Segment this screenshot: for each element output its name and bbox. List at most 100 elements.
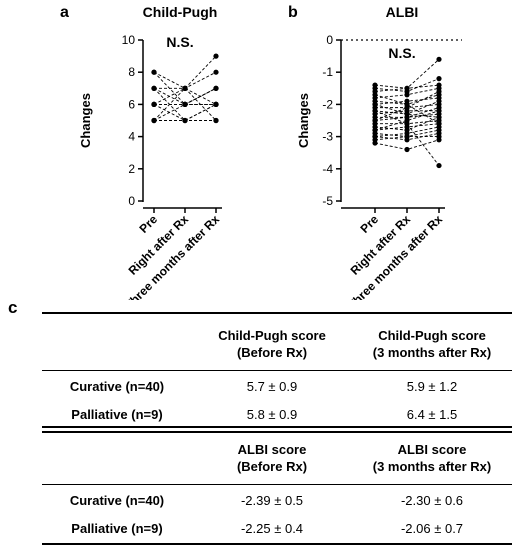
data-point (213, 117, 219, 124)
y-tick-label: 10 (122, 33, 136, 47)
y-tick-label: -1 (322, 65, 333, 79)
data-point (436, 124, 442, 130)
data-point (372, 134, 378, 140)
table2-header-before: ALBI score (Before Rx) (192, 441, 352, 475)
row-label: Curative (n=40) (69, 492, 165, 508)
albi-table: ALBI score (Before Rx) ALBI score (3 mon… (42, 436, 512, 480)
data-point (213, 101, 219, 107)
data-point (372, 140, 378, 146)
table-row: Palliative (n=9) 5.8 ± 0.9 6.4 ± 1.5 (42, 400, 512, 428)
table2-header-before-l1: ALBI score (237, 442, 307, 457)
cell-after: -2.06 ± 0.7 (400, 520, 464, 536)
y-axis-label: Changes (78, 93, 93, 148)
y-tick-label: 2 (128, 162, 135, 176)
data-point (213, 53, 219, 59)
y-tick-label: 4 (128, 130, 135, 144)
table-row: Curative (n=40) -2.39 ± 0.5 -2.30 ± 0.6 (42, 486, 512, 514)
panel-b-title: ALBI (386, 4, 419, 20)
table2-header-after-l2: (3 months after Rx) (372, 459, 492, 474)
table1-header-after-l2: (3 months after Rx) (372, 345, 492, 360)
table1-header-before: Child-Pugh score (Before Rx) (192, 327, 352, 361)
data-point (436, 56, 442, 62)
y-tick-label: 8 (128, 65, 135, 79)
series-line (374, 94, 440, 125)
y-tick-label: 0 (326, 33, 333, 47)
data-point (213, 85, 219, 91)
cell-after: -2.30 ± 0.6 (400, 492, 464, 508)
data-point (182, 101, 188, 107)
panel-b-label: b (288, 4, 298, 21)
y-tick-label: 0 (128, 194, 135, 208)
data-point (404, 85, 410, 91)
series-line (374, 91, 440, 121)
y-tick-label: -5 (322, 194, 333, 208)
data-point (404, 105, 410, 111)
cell-before: -2.25 ± 0.4 (240, 520, 304, 536)
series-line (374, 110, 440, 131)
series-line (374, 58, 440, 89)
data-point (436, 114, 442, 120)
table1-header-row: Child-Pugh score (Before Rx) Child-Pugh … (42, 320, 512, 368)
x-tick-label: Pre (358, 212, 382, 236)
series-line (153, 55, 217, 89)
panel-c-label: c (8, 298, 18, 317)
panel-a-ns: N.S. (166, 34, 193, 50)
table2-header-row: ALBI score (Before Rx) ALBI score (3 mon… (42, 436, 512, 480)
series-line (153, 87, 217, 105)
series-line (374, 110, 440, 166)
data-point (182, 85, 188, 91)
panel-b-ns: N.S. (388, 45, 415, 61)
panel-a-label: a (60, 4, 69, 21)
table-row: Curative (n=40) 5.7 ± 0.9 5.9 ± 1.2 (42, 372, 512, 400)
data-point (404, 92, 410, 98)
panel-a-title: Child-Pugh (143, 4, 218, 20)
data-point (404, 117, 410, 124)
table1-header-before-l1: Child-Pugh score (218, 328, 326, 343)
cell-before: -2.39 ± 0.5 (240, 492, 304, 508)
table-separator-double-rule (42, 426, 512, 433)
y-tick-label: 6 (128, 97, 135, 111)
series-line (153, 87, 217, 121)
table1-mid-rule (42, 370, 512, 371)
cell-after: 5.9 ± 1.2 (406, 378, 458, 394)
data-point (213, 69, 219, 75)
data-point (436, 137, 442, 143)
series-line (153, 87, 217, 122)
data-point (404, 111, 410, 117)
table2-body: Curative (n=40) -2.39 ± 0.5 -2.30 ± 0.6 … (42, 486, 512, 542)
data-point (182, 117, 188, 124)
data-point (436, 108, 442, 114)
table1-top-rule (42, 312, 512, 314)
table2-bottom-rule (42, 543, 512, 545)
data-point (151, 101, 157, 107)
table-row: Palliative (n=9) -2.25 ± 0.4 -2.06 ± 0.7 (42, 514, 512, 542)
table1-header-after-l1: Child-Pugh score (378, 328, 486, 343)
row-label: Curative (n=40) (69, 378, 165, 394)
y-tick-label: -4 (322, 162, 333, 176)
y-axis-label: Changes (296, 93, 311, 148)
data-point (372, 127, 378, 133)
x-tick-label: Pre (137, 212, 161, 236)
cell-after: 6.4 ± 1.5 (406, 406, 458, 422)
data-point (372, 117, 378, 124)
table2-mid-rule (42, 484, 512, 485)
data-point (436, 88, 442, 95)
series-line (153, 104, 217, 122)
data-point (436, 98, 442, 104)
y-tick-label: -3 (322, 130, 333, 144)
row-label: Palliative (n=9) (71, 406, 163, 422)
table2-header-after: ALBI score (3 months after Rx) (352, 441, 512, 475)
data-point (151, 85, 157, 91)
cell-before: 5.7 ± 0.9 (246, 378, 298, 394)
series-line (153, 87, 217, 121)
data-point (372, 108, 378, 114)
series-line (374, 103, 440, 118)
row-label: Palliative (n=9) (71, 520, 163, 536)
cell-before: 5.8 ± 0.9 (246, 406, 298, 422)
data-point (151, 117, 157, 124)
table1-header-before-l2: (Before Rx) (236, 345, 308, 360)
data-point (372, 101, 378, 107)
data-point (436, 76, 442, 82)
